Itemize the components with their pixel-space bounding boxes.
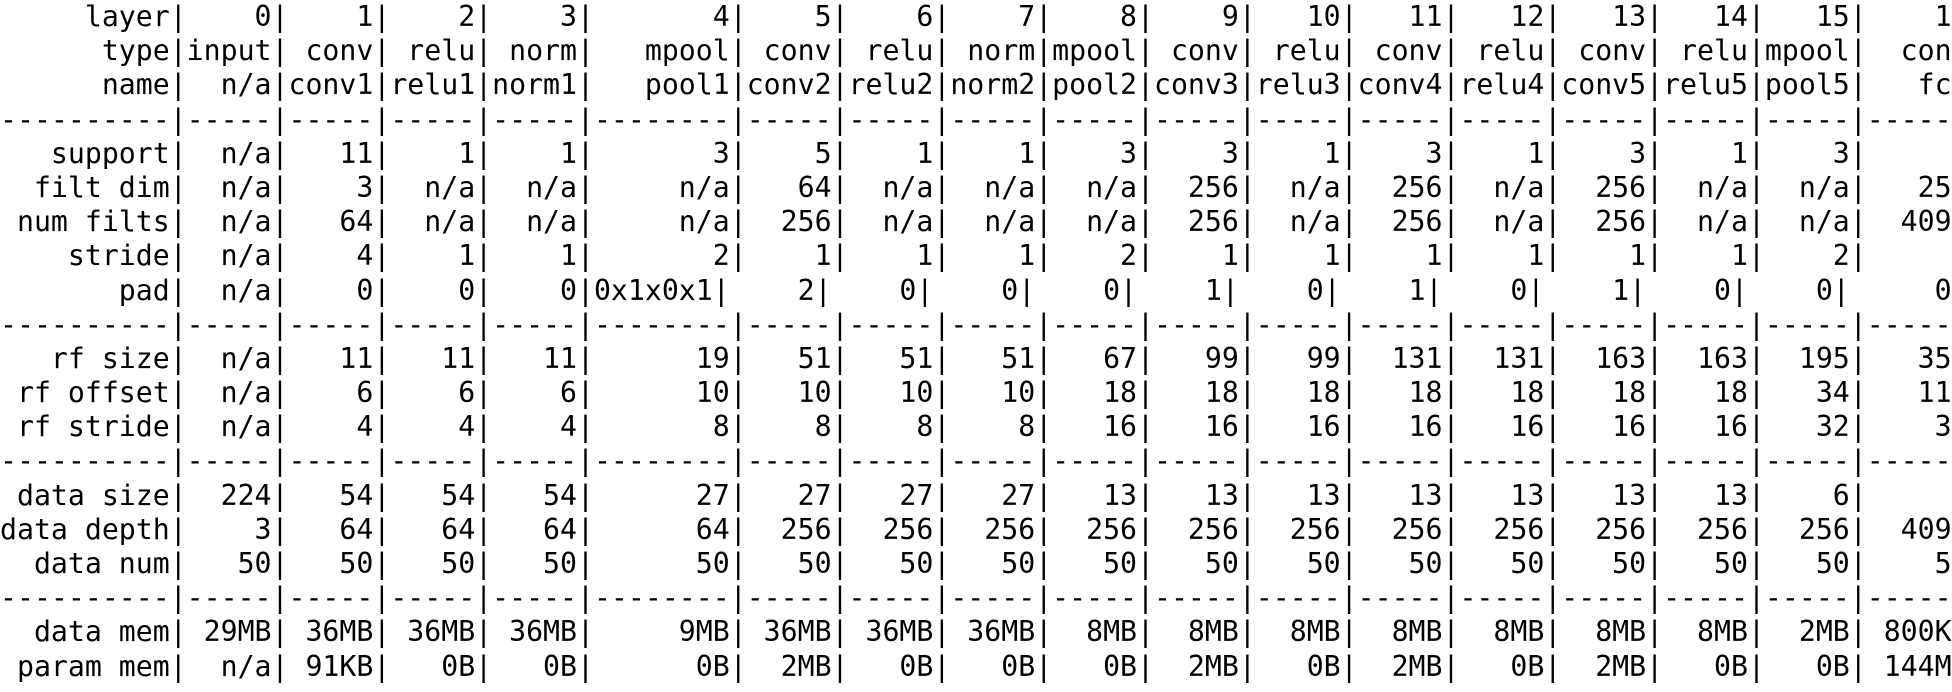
row-rf-stride: rf stride| n/a| 4| 4| 4| 8| 8| 8| 8| 16|… <box>0 410 1952 444</box>
row-pad: pad| n/a| 0| 0| 0|0x1x0x1| 2| 0| 0| 0| 1… <box>0 273 1952 307</box>
row-rf-offset: rf offset| n/a| 6| 6| 6| 10| 10| 10| 10|… <box>0 376 1952 410</box>
row-data-num: data num| 50| 50| 50| 50| 50| 50| 50| 50… <box>0 547 1952 580</box>
row-rf-size: rf size| n/a| 11| 11| 11| 19| 51| 51| 51… <box>0 341 1952 375</box>
row-data-mem: data mem| 29MB| 36MB| 36MB| 36MB| 9MB| 3… <box>0 615 1952 649</box>
row-name: name| n/a|conv1|relu1|norm1| pool1|conv2… <box>0 68 1952 102</box>
row-num-filts: num filts| n/a| 64| n/a| n/a| n/a| 256| … <box>0 205 1952 239</box>
separator: ----------|-----|-----|-----|-----|-----… <box>0 581 1952 615</box>
separator: ----------|-----|-----|-----|-----|-----… <box>0 102 1952 136</box>
row-data-depth: data depth| 3| 64| 64| 64| 64| 256| 256|… <box>0 512 1952 546</box>
row-layer: layer| 0| 1| 2| 3| 4| 5| 6| 7| 8| 9| 10|… <box>0 0 1952 33</box>
row-stride: stride| n/a| 4| 1| 1| 2| 1| 1| 1| 2| 1| … <box>0 239 1952 273</box>
row-type: type|input| conv| relu| norm| mpool| con… <box>0 34 1952 68</box>
row-filt-dim: filt dim| n/a| 3| n/a| n/a| n/a| 64| n/a… <box>0 170 1952 204</box>
separator: ----------|-----|-----|-----|-----|-----… <box>0 307 1952 341</box>
row-data-size: data size| 224| 54| 54| 54| 27| 27| 27| … <box>0 478 1952 512</box>
row-param-mem: param mem| n/a| 91KB| 0B| 0B| 0B| 2MB| 0… <box>0 649 1952 683</box>
row-support: support| n/a| 11| 1| 1| 3| 5| 1| 1| 3| 3… <box>0 136 1952 170</box>
separator: ----------|-----|-----|-----|-----|-----… <box>0 444 1952 478</box>
